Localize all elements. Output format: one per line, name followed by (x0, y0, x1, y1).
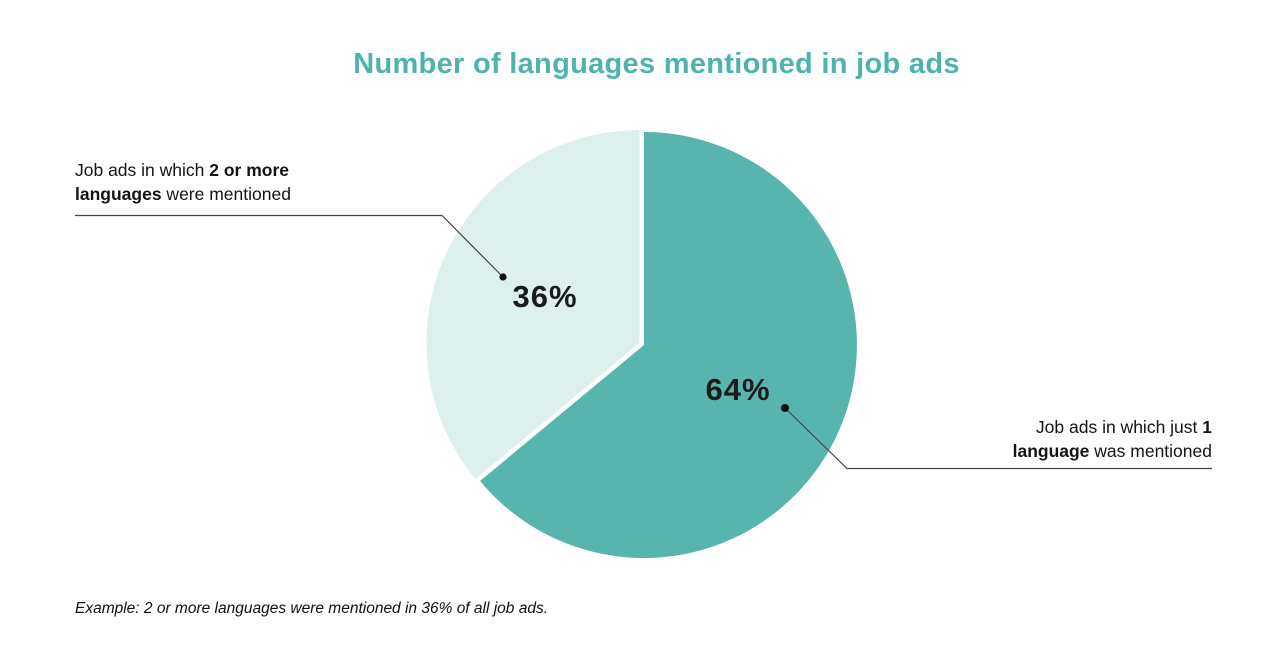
callout-label-36: Job ads in which 2 or more languages wer… (75, 159, 303, 206)
chart-title: Number of languages mentioned in job ads (353, 48, 960, 80)
pct-label-64: 64% (705, 372, 770, 407)
callout-label-64: Job ads in which just 1 language was men… (1007, 416, 1212, 463)
pie-slice-36 (426, 129, 640, 480)
callout-label-36-bold: 2 or more languages (75, 160, 289, 204)
callout-label-36-suffix: were mentioned (161, 183, 291, 204)
leader-line-36 (75, 214, 504, 278)
callout-label-64-prefix: Job ads in which just (1035, 417, 1203, 437)
example-caption: Example: 2 or more languages were mentio… (75, 600, 549, 617)
callout-label-36-prefix: Job ads in which (75, 160, 210, 180)
callout-label-64-bold: 1 language (1012, 417, 1212, 461)
pct-label-36: 36% (512, 279, 577, 314)
pie-slice-64 (480, 132, 857, 558)
leader-dot-36 (499, 273, 507, 281)
leader-line-64 (784, 407, 1212, 470)
leader-dot-64 (781, 404, 789, 412)
callout-label-64-suffix: was mentioned (1089, 440, 1212, 461)
